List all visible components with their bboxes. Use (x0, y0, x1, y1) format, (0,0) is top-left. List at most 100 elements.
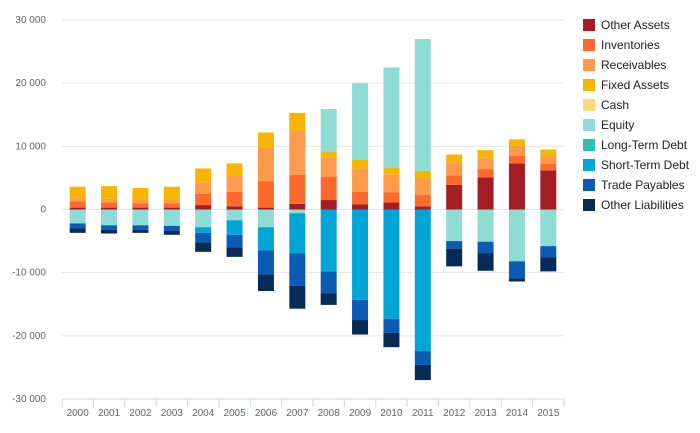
x-tick-label: 2003 (161, 408, 184, 419)
bar-receivables (414, 178, 431, 195)
bar-receivables (132, 199, 149, 204)
bar-fixed-assets (446, 154, 463, 163)
legend-swatch-short-term-debt (583, 159, 595, 171)
bar-inventories (69, 201, 86, 208)
y-tick-label: -30 000 (12, 394, 46, 405)
bar-receivables (446, 162, 463, 176)
legend-label-other-liabilities: Other Liabilities (601, 198, 684, 212)
bar-inventories (540, 164, 557, 171)
bar-other-assets (320, 200, 337, 210)
bar-receivables (257, 147, 274, 182)
bar-fixed-assets (352, 159, 369, 169)
bar-trade-payables (163, 225, 180, 231)
bar-receivables (195, 182, 212, 194)
bar-receivables (163, 199, 180, 204)
bar-inventories (508, 155, 525, 164)
legend-swatch-equity (583, 119, 595, 131)
bar-other-liabilities (446, 248, 463, 267)
x-tick-label: 2007 (286, 408, 309, 419)
bar-other-assets (101, 207, 118, 210)
bar-short-term-debt (383, 209, 400, 319)
bar-trade-payables (195, 232, 212, 243)
bar-other-assets (257, 207, 274, 210)
bar-other-assets (195, 205, 212, 210)
bar-fixed-assets (101, 186, 118, 199)
bar-other-assets (289, 203, 306, 210)
bar-other-liabilities (320, 293, 337, 305)
bar-short-term-debt (352, 209, 369, 300)
bar-inventories (477, 169, 494, 178)
bar-equity (226, 209, 243, 221)
bar-equity (69, 209, 86, 224)
bar-trade-payables (414, 350, 431, 365)
bar-short-term-debt (289, 213, 306, 254)
bar-short-term-debt (226, 220, 243, 235)
bar-other-liabilities (383, 332, 400, 348)
bar-other-liabilities (101, 229, 118, 234)
bar-fixed-assets (226, 163, 243, 177)
bar-trade-payables (320, 271, 337, 294)
bar-other-assets (383, 202, 400, 210)
bar-other-assets (414, 206, 431, 210)
y-tick-label: -10 000 (12, 268, 46, 279)
x-tick-label: 2006 (255, 408, 278, 419)
bar-equity (477, 209, 494, 242)
y-tick-label: 30 000 (15, 15, 46, 26)
bar-other-assets (352, 204, 369, 210)
legend-label-short-term-debt: Short-Term Debt (601, 158, 690, 172)
bar-receivables (320, 157, 337, 177)
bar-equity (101, 209, 118, 226)
legend-label-receivables: Receivables (601, 58, 666, 72)
bar-other-assets (540, 170, 557, 210)
x-tick-label: 2011 (412, 408, 434, 419)
bar-equity (414, 38, 431, 171)
bar-other-liabilities (289, 285, 306, 309)
y-tick-label: -20 000 (12, 331, 46, 342)
bar-inventories (163, 203, 180, 208)
bar-equity (257, 209, 274, 228)
bar-other-liabilities (195, 242, 212, 252)
bar-inventories (446, 175, 463, 185)
bar-trade-payables (101, 225, 118, 230)
bar-other-liabilities (226, 247, 243, 257)
x-tick-label: 2010 (380, 408, 403, 419)
bar-fixed-assets (163, 186, 180, 200)
legend-swatch-inventories (583, 39, 595, 51)
bar-other-assets (69, 207, 86, 210)
bar-trade-payables (508, 261, 525, 279)
bar-trade-payables (477, 241, 494, 254)
bar-other-liabilities (352, 320, 369, 335)
legend: Other Assets Inventories Receivables Fixed … (583, 18, 690, 212)
bar-other-assets (446, 184, 463, 210)
bar-other-assets (226, 206, 243, 210)
legend-label-long-term-debt: Long-Term Debt (601, 138, 688, 152)
bar-receivables (101, 198, 118, 203)
x-tick-label: 2009 (349, 408, 372, 419)
bar-equity (320, 109, 337, 152)
bar-equity (289, 209, 306, 214)
bar-receivables (352, 168, 369, 192)
bar-equity (163, 209, 180, 226)
bar-trade-payables (289, 253, 306, 286)
legend-label-trade-payables: Trade Payables (601, 178, 685, 192)
bar-equity (195, 209, 212, 228)
bar-trade-payables (257, 250, 274, 275)
bar-fixed-assets (383, 167, 400, 175)
bar-trade-payables (69, 223, 86, 229)
x-axis: 2000 2001 2002 2003 2004 2005 2006 2007 2008 2009… (61, 398, 565, 419)
bar-receivables (226, 176, 243, 192)
bar-fixed-assets (132, 188, 149, 200)
bar-other-liabilities (163, 230, 180, 235)
bar-equity (352, 83, 369, 160)
legend-label-equity: Equity (601, 118, 634, 132)
bar-equity (132, 209, 149, 226)
bar-other-liabilities (69, 228, 86, 233)
x-tick-label: 2013 (474, 408, 497, 419)
bar-other-assets (132, 207, 149, 210)
bar-inventories (101, 202, 118, 208)
bar-fixed-assets (320, 151, 337, 158)
bar-receivables (383, 174, 400, 193)
bar-equity (446, 209, 463, 242)
bar-other-assets (163, 207, 180, 210)
bar-fixed-assets (69, 186, 86, 199)
